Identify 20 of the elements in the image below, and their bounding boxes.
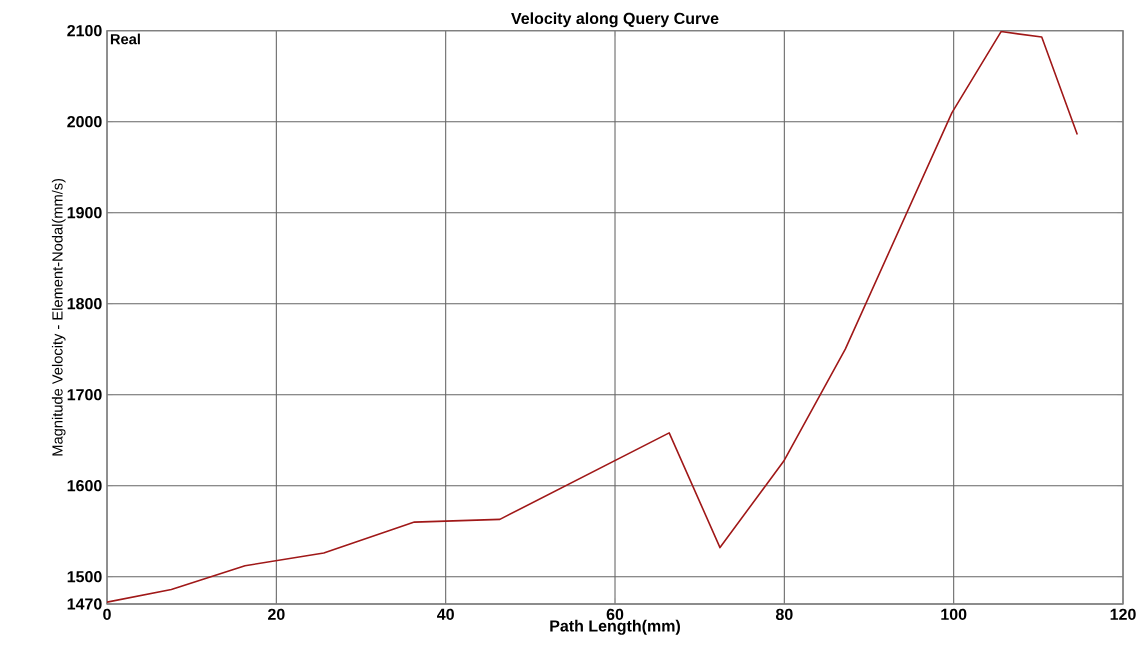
line-series (107, 30, 1079, 603)
y-tick-label: 1700 (67, 389, 102, 401)
y-tick-label: 1500 (67, 571, 102, 583)
y-axis-title: Magnitude Velocity - Element-Nodal(mm/s) (51, 178, 66, 456)
y-tick-label: 2000 (67, 116, 102, 128)
x-tick-label: 80 (775, 608, 793, 621)
x-tick-label: 40 (437, 608, 454, 621)
chart-title: Velocity along Query Curve (511, 12, 719, 28)
x-tick-label: 0 (103, 608, 111, 621)
x-tick-label: 60 (606, 608, 624, 621)
y-tick-label: 2100 (67, 25, 102, 37)
y-tick-label: 1800 (67, 298, 102, 310)
annotation: Real (110, 33, 140, 45)
x-axis-title: Path Length(mm) (550, 619, 680, 635)
y-tick-label: 1600 (67, 480, 102, 492)
x-tick-label: 20 (268, 608, 285, 621)
x-tick-label: 100 (941, 608, 967, 621)
x-tick-label: 120 (1110, 608, 1136, 621)
y-tick-label: 1470 (67, 598, 102, 610)
y-tick-label: 1900 (67, 207, 102, 219)
